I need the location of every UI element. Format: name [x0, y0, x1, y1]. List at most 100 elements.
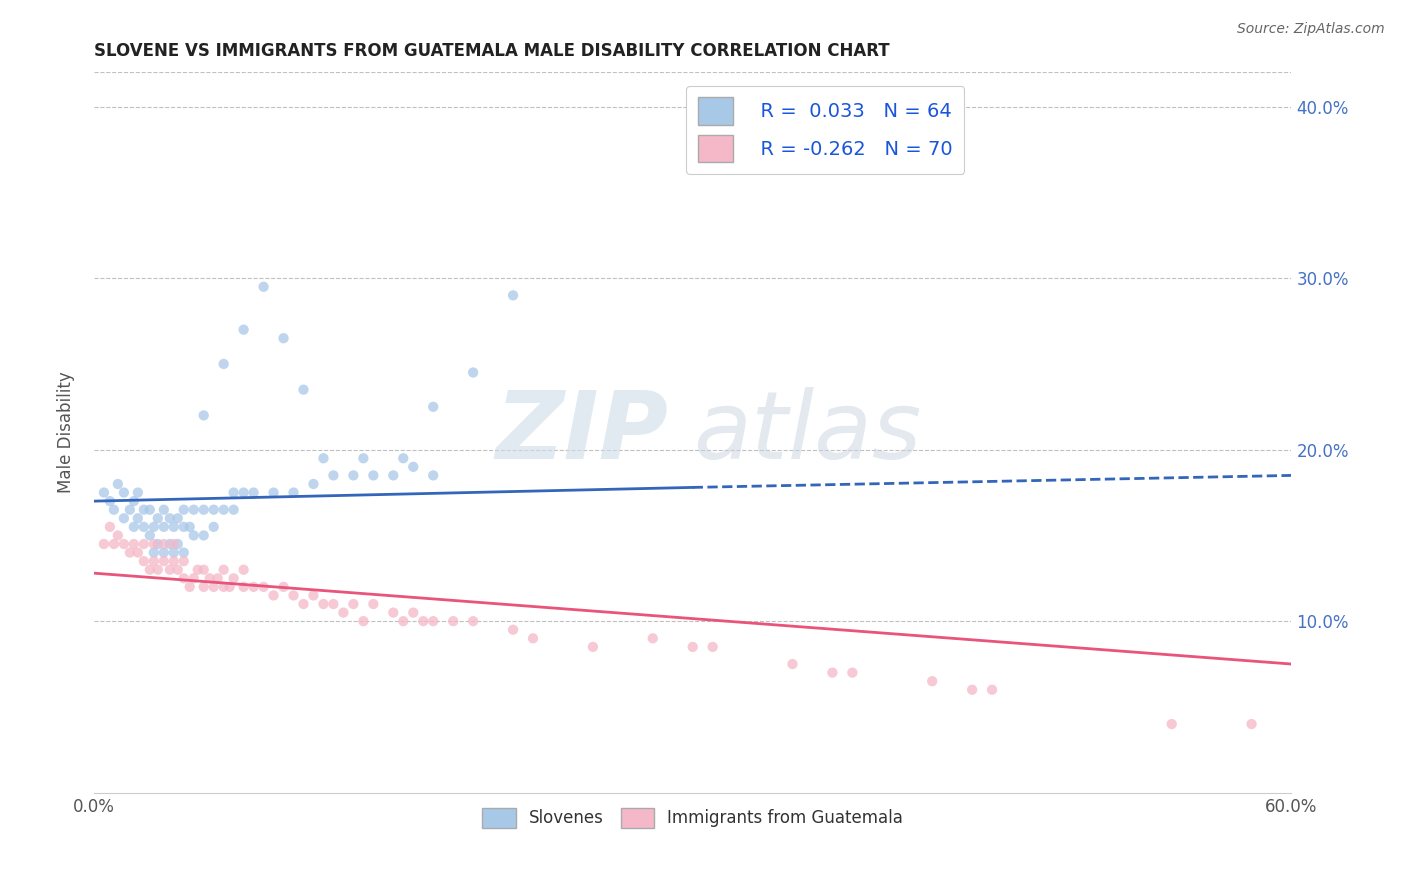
Point	[166, 511, 188, 525]
Point	[127, 485, 149, 500]
Point	[127, 511, 149, 525]
Point	[342, 597, 364, 611]
Point	[302, 477, 325, 491]
Point	[152, 545, 174, 559]
Point	[283, 589, 305, 603]
Point	[163, 545, 186, 559]
Point	[152, 554, 174, 568]
Point	[352, 614, 374, 628]
Point	[302, 589, 325, 603]
Point	[202, 502, 225, 516]
Point	[422, 400, 444, 414]
Point	[132, 554, 155, 568]
Point	[821, 665, 844, 680]
Point	[183, 571, 205, 585]
Point	[112, 485, 135, 500]
Point	[118, 545, 141, 559]
Text: atlas: atlas	[693, 387, 921, 478]
Point	[198, 571, 221, 585]
Point	[682, 640, 704, 654]
Text: ZIP: ZIP	[496, 386, 669, 478]
Point	[382, 468, 405, 483]
Point	[98, 520, 121, 534]
Point	[173, 554, 195, 568]
Point	[193, 409, 215, 423]
Point	[263, 589, 285, 603]
Point	[142, 554, 165, 568]
Point	[142, 537, 165, 551]
Point	[392, 614, 415, 628]
Point	[212, 563, 235, 577]
Point	[363, 468, 385, 483]
Point	[112, 511, 135, 525]
Point	[232, 323, 254, 337]
Point	[212, 357, 235, 371]
Point	[163, 520, 186, 534]
Legend: Slovenes, Immigrants from Guatemala: Slovenes, Immigrants from Guatemala	[475, 801, 910, 835]
Point	[118, 502, 141, 516]
Point	[93, 485, 115, 500]
Point	[202, 580, 225, 594]
Point	[107, 528, 129, 542]
Point	[232, 563, 254, 577]
Point	[702, 640, 724, 654]
Text: Source: ZipAtlas.com: Source: ZipAtlas.com	[1237, 22, 1385, 37]
Point	[402, 459, 425, 474]
Point	[1240, 717, 1263, 731]
Point	[152, 502, 174, 516]
Point	[841, 665, 863, 680]
Point	[103, 502, 125, 516]
Point	[463, 614, 485, 628]
Point	[782, 657, 804, 671]
Text: SLOVENE VS IMMIGRANTS FROM GUATEMALA MALE DISABILITY CORRELATION CHART: SLOVENE VS IMMIGRANTS FROM GUATEMALA MAL…	[94, 42, 890, 60]
Point	[132, 502, 155, 516]
Point	[441, 614, 464, 628]
Point	[342, 468, 364, 483]
Point	[183, 528, 205, 542]
Point	[193, 563, 215, 577]
Point	[127, 545, 149, 559]
Point	[212, 502, 235, 516]
Point	[163, 537, 186, 551]
Point	[166, 563, 188, 577]
Point	[352, 451, 374, 466]
Point	[112, 537, 135, 551]
Point	[232, 485, 254, 500]
Point	[139, 528, 162, 542]
Point	[402, 606, 425, 620]
Point	[502, 288, 524, 302]
Point	[103, 537, 125, 551]
Point	[981, 682, 1004, 697]
Point	[582, 640, 605, 654]
Point	[921, 674, 943, 689]
Point	[202, 520, 225, 534]
Point	[222, 502, 245, 516]
Point	[1160, 717, 1182, 731]
Point	[242, 485, 264, 500]
Point	[322, 468, 344, 483]
Point	[107, 477, 129, 491]
Point	[122, 537, 145, 551]
Point	[412, 614, 434, 628]
Point	[382, 606, 405, 620]
Point	[179, 580, 201, 594]
Point	[392, 451, 415, 466]
Point	[159, 511, 181, 525]
Point	[422, 614, 444, 628]
Point	[641, 632, 664, 646]
Point	[193, 502, 215, 516]
Y-axis label: Male Disability: Male Disability	[58, 372, 75, 493]
Point	[146, 537, 169, 551]
Point	[142, 545, 165, 559]
Point	[166, 537, 188, 551]
Point	[463, 366, 485, 380]
Point	[139, 563, 162, 577]
Point	[422, 468, 444, 483]
Point	[173, 571, 195, 585]
Point	[207, 571, 229, 585]
Point	[163, 554, 186, 568]
Point	[193, 528, 215, 542]
Point	[212, 580, 235, 594]
Point	[193, 580, 215, 594]
Point	[502, 623, 524, 637]
